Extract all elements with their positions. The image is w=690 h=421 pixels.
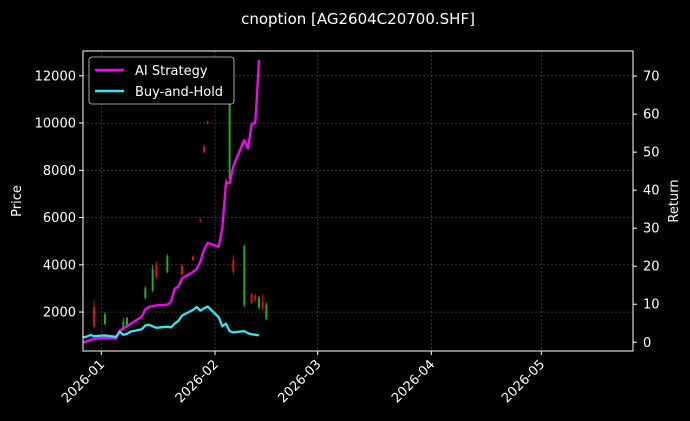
y-tick-label: 2000 (43, 306, 76, 321)
candle-body (224, 179, 228, 183)
candle-body (202, 146, 206, 152)
candle-body (103, 314, 107, 324)
legend: AI Strategy Buy-and-Hold (88, 56, 235, 105)
y2-tick-label: 40 (643, 184, 660, 199)
candle-body (125, 317, 129, 327)
y2-tick-label: 60 (643, 108, 660, 123)
y2-tick-label: 70 (643, 70, 660, 85)
candle-body (166, 256, 169, 272)
candle-body (257, 297, 261, 308)
right-axis: 0 10 20 30 40 50 60 70 (633, 70, 660, 351)
candle-body (250, 294, 253, 303)
candle-body (261, 302, 264, 308)
buy-and-hold-line (82, 305, 260, 339)
candle-body (206, 121, 209, 124)
candle-body (254, 295, 257, 301)
candle-body (265, 304, 268, 320)
legend-box (88, 56, 235, 105)
series-lines (82, 60, 261, 344)
y-tick-label: 6000 (43, 211, 76, 226)
candle-body (191, 256, 195, 261)
y-tick-label: 8000 (43, 164, 76, 179)
candle-body (199, 219, 202, 222)
y2-tick-label: 0 (643, 336, 651, 351)
y-axis-label: Price (10, 185, 25, 217)
legend-label-ai-strategy: AI Strategy (135, 64, 208, 79)
legend-label-buy-and-hold: Buy-and-Hold (135, 85, 223, 100)
candle-body (92, 307, 96, 327)
candle-body (122, 321, 125, 330)
candle-body (243, 245, 246, 305)
y-tick-label: 10000 (35, 117, 76, 132)
candle-body (151, 269, 154, 291)
candle-body (155, 264, 158, 277)
y-tick-label: 4000 (43, 258, 76, 273)
y2-tick-label: 20 (643, 260, 660, 275)
y2-tick-label: 30 (643, 222, 660, 237)
chart-title: cnoption [AG2604C20700.SHF] (241, 10, 475, 28)
plot-frame (82, 50, 634, 352)
candles (92, 99, 268, 331)
y2-tick-label: 10 (643, 298, 660, 313)
candle-body (144, 288, 147, 298)
candle-body (180, 265, 184, 275)
candle-body (228, 101, 231, 180)
candle-body (232, 260, 235, 272)
y-tick-label: 12000 (35, 69, 76, 84)
y2-axis-label: Return (667, 179, 682, 222)
left-axis: 2000 4000 6000 8000 10000 12000 (35, 69, 83, 321)
y2-tick-label: 50 (643, 146, 660, 161)
